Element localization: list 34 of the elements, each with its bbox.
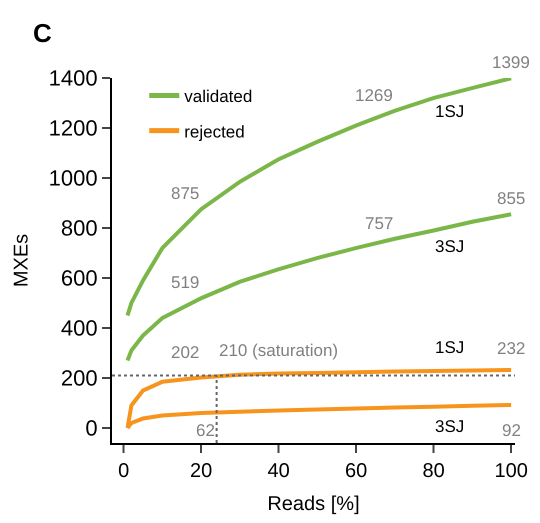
x-tick-label: 60 [345,460,368,482]
annotation: 1SJ [435,338,464,357]
y-tick-label: 1400 [48,66,98,91]
x-tick-label: 100 [494,460,528,482]
x-axis-title: Reads [%] [267,493,360,515]
x-tick-label: 40 [268,460,290,482]
legend-label: validated [184,87,252,106]
annotation: 202 [171,343,200,362]
annotation: 62 [196,421,215,440]
text: C [33,18,52,48]
y-axis-title: MXEs [10,234,33,288]
annotation: 855 [497,189,526,208]
annotation: 92 [502,421,521,440]
y-tick-label: 400 [60,316,98,341]
annotation: 3SJ [435,417,464,436]
x-tick-label: 80 [422,460,445,482]
annotation: 3SJ [435,237,464,256]
annotation: 1399 [492,53,530,72]
annotation: 1269 [355,86,393,105]
annotation: 1SJ [435,102,464,121]
y-tick-label: 1000 [48,166,98,191]
y-tick-label: 200 [60,366,98,391]
x-tick-label: 0 [118,460,130,482]
y-tick-label: 0 [85,416,98,441]
y-tick-label: 1200 [48,116,98,141]
y-tick-label: 800 [60,216,98,241]
annotation: 232 [497,339,526,358]
annotation: 519 [171,273,200,292]
annotation: 210 (saturation) [219,341,338,360]
x-tick-label: 20 [190,460,212,482]
legend-label: rejected [184,122,245,142]
annotation: 875 [171,184,200,203]
y-tick-label: 600 [60,266,98,291]
annotation: 757 [365,214,394,233]
